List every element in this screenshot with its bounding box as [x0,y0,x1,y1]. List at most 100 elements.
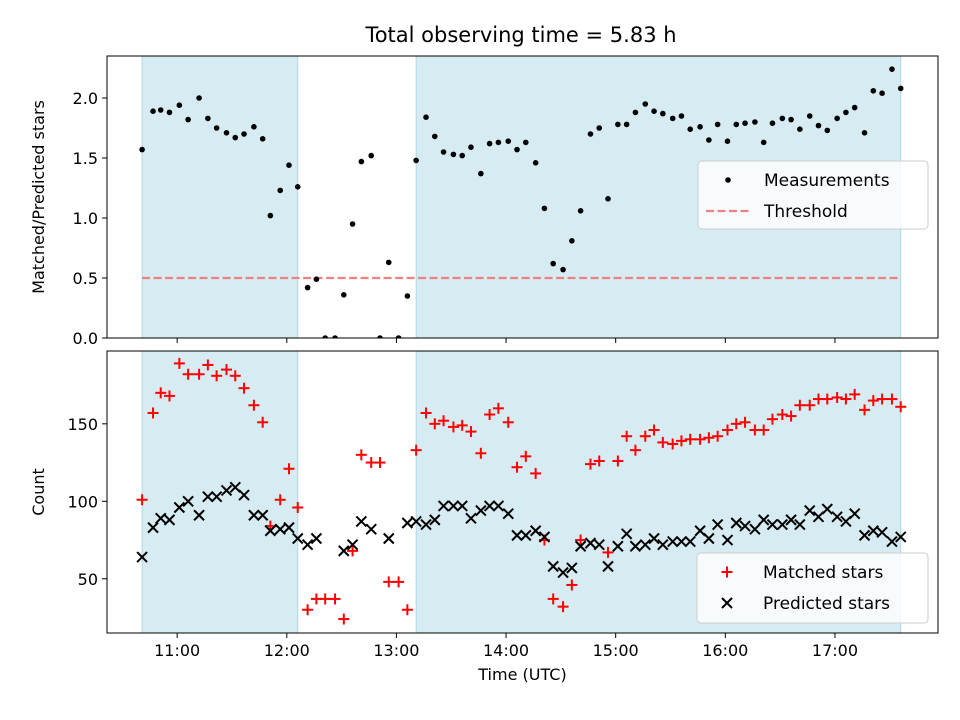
x-b [867,525,880,537]
predicted-point [483,500,496,512]
x-tick-label: 11:00 [154,641,200,660]
measurement-point [569,238,575,244]
measurement-point [176,102,183,108]
measurement-point [166,109,173,116]
matched-point [675,435,687,447]
measurement-point [395,335,402,338]
measurement-point [313,276,320,283]
x-b [639,538,651,551]
x-b [383,532,395,545]
x-b [848,507,861,520]
matched-point [136,494,148,506]
x-b [238,489,250,501]
predicted-point [182,495,194,508]
x-b [657,538,669,551]
measurement-point [550,260,556,267]
predicted-point [821,503,833,515]
x-b [338,545,350,557]
x-tick-label: 13:00 [373,641,419,660]
measurement-point [642,101,649,107]
measurement-point [431,133,438,140]
x-b [593,538,605,551]
measurement-point [251,124,257,130]
matched-point [639,430,651,442]
x-tick-label: 15:00 [593,641,639,660]
measurement-point [879,90,885,96]
predicted-point [858,529,871,542]
y-tick-label: 0.5 [73,269,98,288]
predicted-point [629,540,642,552]
x-b [483,500,496,512]
matched-point [840,393,852,405]
predicted-point [757,514,770,526]
matched-point [593,455,605,467]
predicted-point [502,507,514,520]
measurement-point [788,116,794,123]
x-b [492,500,505,512]
predicted-point [584,537,597,549]
measurement-point [259,136,266,142]
measurement-point [834,115,840,122]
x-b [292,532,304,545]
matched-point [722,424,734,436]
matched-point [319,593,331,605]
measurement-point [577,208,584,214]
series-measurements [139,66,904,338]
measurement-point [505,138,512,144]
measurement-point [824,127,831,134]
x-b [447,500,460,512]
measurement-point [752,119,758,125]
predicted-point [492,500,505,512]
predicted-point [173,501,186,514]
matched-point [182,368,194,380]
matched-point [447,421,459,433]
matched-point [511,461,523,473]
figure-title: Total observing time = 5.83 h [364,23,676,47]
measurement-point [241,131,247,137]
measurement-point [623,121,630,128]
x-b [858,529,871,542]
matched-point [766,413,778,425]
predicted-point [749,523,761,535]
measurement-point [294,184,301,190]
matched-point [410,444,422,456]
x-b [757,514,770,526]
measurement-point [450,151,457,158]
x-tick-label: 16:00 [702,641,748,660]
x-b [310,532,323,545]
x-b [766,518,779,531]
measurement-point [797,126,803,132]
predicted-point [511,529,523,542]
predicted-point [202,490,214,503]
predicted-point [520,529,532,542]
matched-point [667,438,679,450]
matched-point [895,401,907,413]
matched-point [831,391,843,403]
measurement-point [423,114,429,120]
measurement-point [468,144,474,150]
predicted-point [248,509,260,521]
measurement-point [760,139,767,146]
panel-bottom: 50 100 150 11:00 12:00 13:00 14:00 15:00 16:00 17… [29,350,939,684]
matched-point [502,416,514,428]
x-b [538,531,551,543]
matched-point [302,604,314,616]
predicted-point [220,484,233,497]
measurement-point [185,116,191,123]
measurement-point [697,124,703,130]
x-tick-label: 17:00 [812,641,858,660]
measurement-point [157,107,164,113]
x-b [648,532,660,545]
predicted-point [666,535,679,548]
measurement-point [632,109,639,116]
measurement-point [815,122,822,129]
predicted-point [136,551,148,563]
predicted-point [437,500,450,512]
matched-point [248,399,260,411]
x-b [136,551,148,563]
matched-point [429,418,441,430]
x-b [274,523,286,535]
y-tick-label: 50 [78,570,98,589]
matched-point [730,418,742,430]
x-b [502,507,514,520]
